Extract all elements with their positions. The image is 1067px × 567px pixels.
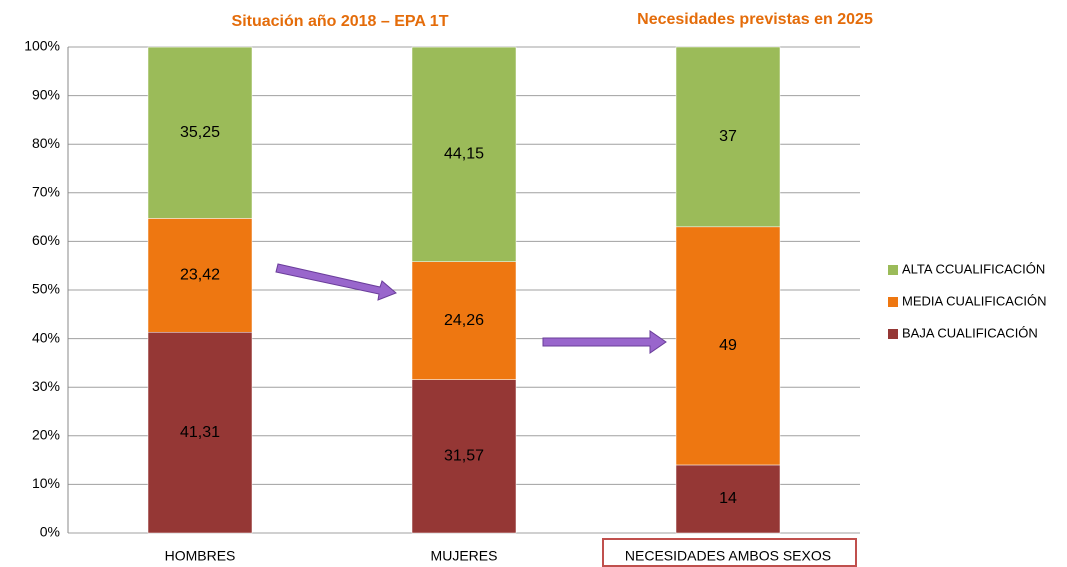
x-tick-label: NECESIDADES AMBOS SEXOS — [625, 548, 831, 564]
arrow — [275, 263, 397, 301]
y-tick-label: 90% — [32, 86, 60, 102]
data-label: 14 — [719, 490, 737, 507]
bar-segment — [411, 46, 517, 262]
legend-label: ALTA CCUALIFICACIÓN — [902, 261, 1045, 276]
y-tick-label: 0% — [40, 524, 60, 540]
arrows — [275, 263, 667, 354]
data-label: 23,42 — [180, 267, 220, 284]
data-label: 41,31 — [180, 424, 220, 441]
y-tick-label: 100% — [24, 38, 60, 54]
annotation: Situación año 2018 – EPA 1T — [232, 13, 449, 30]
data-label: 24,26 — [444, 312, 484, 329]
data-label: 35,25 — [180, 124, 220, 141]
bar-segment — [147, 46, 253, 219]
legend-label: MEDIA CUALIFICACIÓN — [902, 293, 1046, 308]
legend-swatch — [888, 329, 898, 339]
x-tick-label: HOMBRES — [165, 548, 236, 564]
y-tick-label: 30% — [32, 378, 60, 394]
data-label: 31,57 — [444, 448, 484, 465]
legend-label: BAJA CUALIFICACIÓN — [902, 325, 1038, 340]
arrow — [542, 330, 667, 354]
y-tick-label: 60% — [32, 232, 60, 248]
highlight-box — [602, 538, 857, 567]
data-label: 44,15 — [444, 146, 484, 163]
y-tick-label: 50% — [32, 281, 60, 297]
y-tick-label: 20% — [32, 427, 60, 443]
x-tick-label: MUJERES — [431, 548, 498, 564]
y-tick-label: 10% — [32, 475, 60, 491]
legend-swatch — [888, 297, 898, 307]
plot: 0% 10% 20% 30% 40% 50% 60% 70% 80% 90% 100% HOMBRES… — [24, 38, 1046, 564]
bar-segment — [675, 226, 781, 466]
bar-segment — [411, 261, 517, 380]
legend-swatch — [888, 265, 898, 275]
y-tick-label: 70% — [32, 184, 60, 200]
data-label: 49 — [719, 337, 737, 354]
bar-segment — [675, 464, 781, 534]
bar-segment — [411, 379, 517, 534]
y-tick-label: 40% — [32, 329, 60, 345]
y-tick-label: 80% — [32, 135, 60, 151]
annotation: Necesidades previstas en 2025 — [637, 11, 873, 28]
data-label: 37 — [719, 128, 737, 145]
bar-segment — [675, 46, 781, 228]
